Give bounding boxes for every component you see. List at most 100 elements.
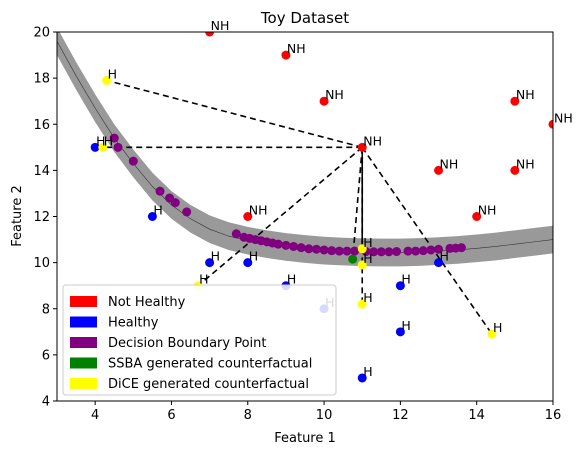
y-axis: 4 6 8 10 12 14 16 18 20	[33, 26, 57, 410]
not-healthy-point	[319, 96, 329, 106]
point-label: NH	[516, 156, 535, 171]
point-label: H	[96, 133, 105, 148]
counterfactual-line	[106, 79, 363, 149]
legend-label: Decision Boundary Point	[108, 336, 267, 351]
point-label: H	[401, 272, 410, 287]
point-label: NH	[363, 133, 382, 148]
x-axis: 4 6 8 10 12 14 16	[91, 401, 561, 423]
decision-boundary-point	[182, 207, 192, 217]
dice-counterfactual-point	[102, 75, 112, 85]
not-healthy-point	[243, 212, 253, 221]
ssba-counterfactual-point	[348, 254, 358, 264]
decision-boundary-point	[426, 245, 436, 255]
point-label: NH	[478, 203, 497, 218]
x-tick-label: 10	[316, 408, 333, 423]
x-tick-label: 12	[392, 408, 409, 423]
legend-label: SSBA generated counterfactual	[108, 357, 312, 372]
point-label: H	[153, 203, 162, 218]
legend-label: Healthy	[108, 316, 159, 331]
decision-boundary-point	[411, 246, 421, 256]
decision-boundary-point	[113, 142, 123, 152]
x-tick-label: 8	[244, 408, 252, 423]
point-label: H	[363, 235, 372, 250]
decision-boundary-point	[128, 156, 138, 166]
point-label: H	[363, 364, 372, 379]
decision-boundary-point	[231, 229, 241, 239]
point-label: NH	[440, 156, 459, 171]
not-healthy-point	[205, 32, 215, 37]
decision-boundary-point	[350, 246, 360, 256]
healthy-point	[243, 258, 253, 268]
dice-counterfactual-point	[98, 142, 108, 152]
y-tick-label: 16	[33, 118, 50, 133]
decision-boundary-point	[327, 246, 337, 256]
x-tick-label: 14	[468, 408, 485, 423]
decision-boundary-point	[376, 247, 386, 257]
point-labels: NHNHNHNHNHNHNHNHNHNHHHHHHHHHHHHHHHHHH	[96, 18, 573, 379]
point-label: H	[401, 318, 410, 333]
decision-boundary-point	[311, 244, 321, 254]
point-label: NH	[516, 87, 535, 102]
dice-counterfactual-point	[357, 244, 367, 254]
decision-boundary-point	[170, 198, 180, 208]
x-tick-label: 6	[167, 408, 175, 423]
boundary-band	[57, 32, 553, 267]
point-label: H	[493, 320, 502, 335]
legend-swatch	[70, 337, 97, 348]
decision-boundary-point	[155, 186, 165, 196]
dice-counterfactual-point	[357, 260, 367, 270]
point-label: H	[287, 272, 296, 287]
y-tick-label: 20	[33, 26, 50, 41]
point-label: NH	[211, 18, 230, 33]
counterfactual-line	[361, 146, 493, 335]
chart-title: Toy Dataset	[260, 9, 349, 27]
decision-boundary-point	[281, 240, 291, 250]
decision-boundary-point	[273, 239, 283, 249]
decision-boundary-point	[369, 247, 379, 257]
point-label: H	[104, 133, 113, 148]
point-label: H	[108, 66, 117, 81]
decision-boundary-point	[456, 243, 466, 253]
not-healthy-point	[510, 96, 520, 106]
point-label: H	[199, 272, 208, 287]
decision-boundary-point	[418, 246, 428, 256]
legend-swatch	[70, 316, 97, 328]
legend-label: DiCE generated counterfactual	[108, 377, 309, 392]
y-tick-label: 8	[42, 302, 50, 317]
healthy-point	[434, 258, 444, 268]
point-label: NH	[554, 110, 573, 125]
dice-counterfactual-point	[357, 299, 367, 309]
y-tick-label: 10	[33, 256, 50, 271]
decision-boundary-point	[392, 247, 402, 257]
point-label: H	[363, 290, 372, 305]
x-axis-label: Feature 1	[274, 431, 336, 446]
point-label: H	[249, 249, 258, 264]
not-healthy-point	[357, 142, 367, 152]
legend-swatch	[70, 357, 97, 369]
y-tick-label: 6	[42, 348, 50, 363]
legend: Not Healthy Healthy Decision Boundary Poin…	[62, 284, 337, 396]
healthy-point	[395, 327, 405, 337]
decision-boundary-point	[342, 246, 352, 256]
healthy-point	[357, 373, 367, 383]
y-tick-label: 12	[33, 210, 50, 225]
plot-area: NHNHNHNHNHNHNHNHNHNHHHHHHHHHHHHHHHHHH	[57, 18, 573, 383]
decision-boundary-point	[384, 247, 394, 257]
healthy-point	[147, 212, 157, 221]
dice-counterfactual-point	[487, 329, 497, 339]
point-label: NH	[249, 203, 268, 218]
point-label: NH	[287, 41, 306, 56]
plot-clip-group	[57, 32, 553, 383]
point-label: NH	[325, 87, 344, 102]
not-healthy-point	[510, 165, 520, 175]
decision-boundary-point	[334, 246, 344, 256]
legend-label: Not Healthy	[108, 295, 186, 310]
point-label: H	[440, 249, 449, 264]
decision-boundary-point	[289, 241, 299, 251]
decision-boundary-point	[403, 246, 413, 256]
legend-swatch	[70, 378, 97, 389]
healthy-point	[90, 142, 100, 152]
y-tick-label: 14	[33, 164, 50, 179]
x-tick-label: 4	[91, 408, 99, 423]
legend-box	[62, 284, 337, 396]
